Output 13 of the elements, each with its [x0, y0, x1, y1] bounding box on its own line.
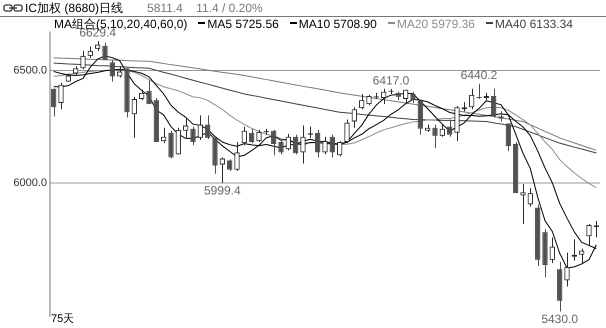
chart-subtitle: 5811.4 11.4 / 0.20%: [147, 0, 263, 16]
legend-label: MA10 5708.90: [298, 17, 377, 31]
y-tick-label: 6500.0: [13, 64, 47, 76]
legend-label: MA40 6133.34: [494, 17, 573, 31]
annotation: 75天: [51, 313, 74, 326]
annotation: 5999.4: [204, 183, 242, 198]
chart-title: IC加权 (8680)日线: [25, 0, 124, 16]
annotation: 6417.0: [372, 73, 410, 88]
legend-label: MA20 5979.36: [396, 17, 475, 31]
y-tick-label: 6000.0: [13, 177, 47, 190]
legend-label: MA5 5725.56: [207, 17, 279, 31]
annotation: 5430.0: [541, 312, 578, 326]
annotation: 6440.2: [460, 68, 498, 82]
